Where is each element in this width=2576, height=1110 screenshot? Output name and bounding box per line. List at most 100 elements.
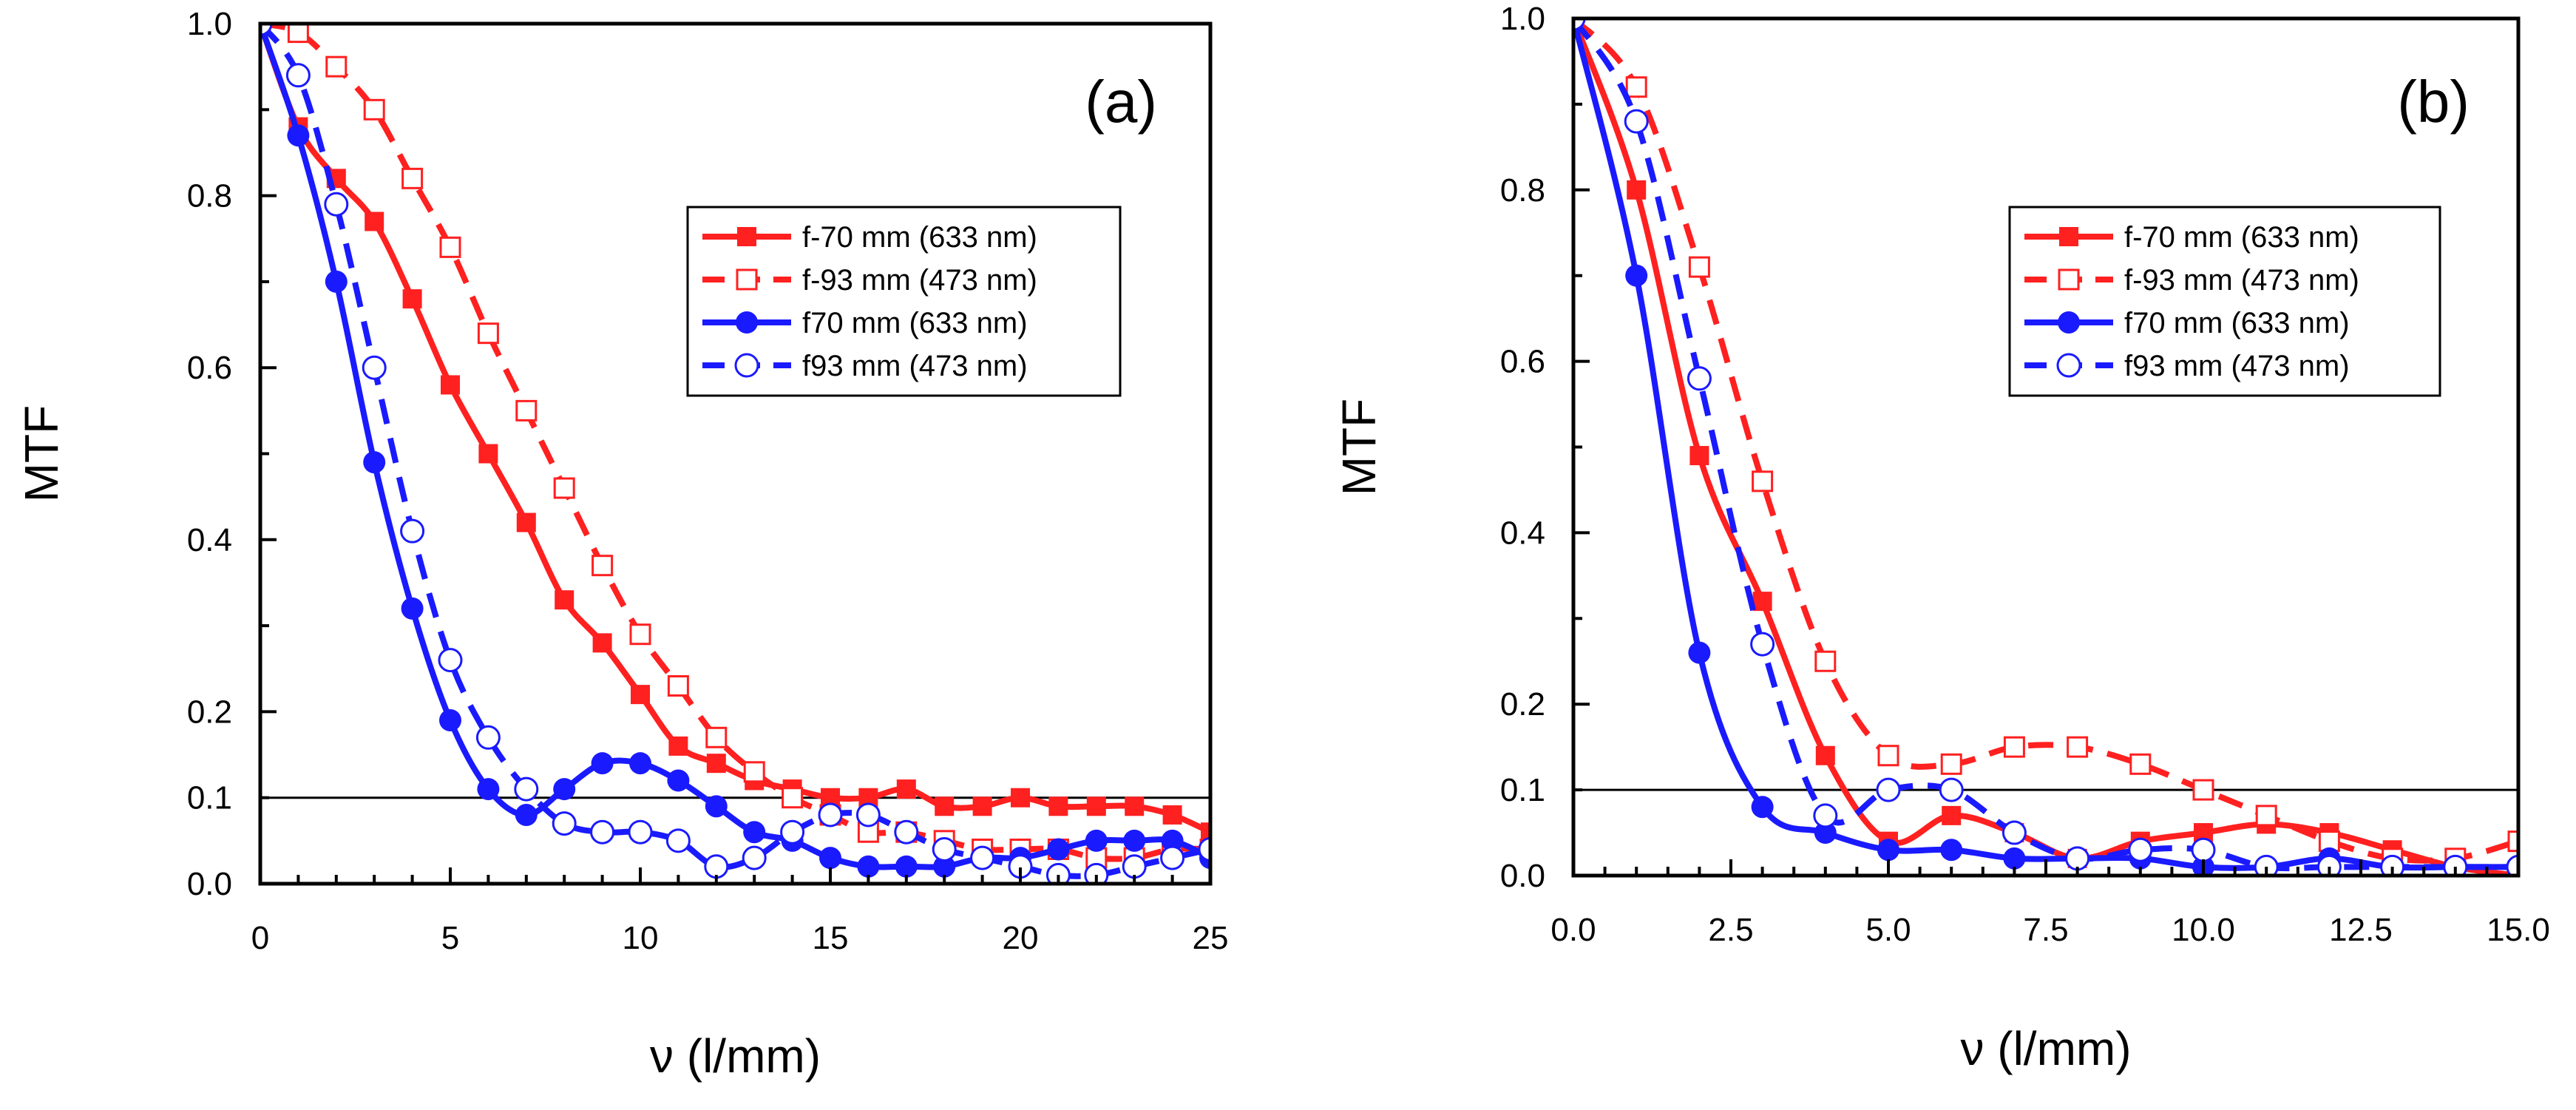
legend-entry: f-70 mm (633 nm) xyxy=(702,221,1037,254)
data-point xyxy=(1125,796,1145,816)
data-point xyxy=(1573,18,1586,31)
data-point xyxy=(553,477,575,499)
data-point xyxy=(324,192,349,217)
data-point xyxy=(401,167,424,189)
data-point xyxy=(1815,745,1835,765)
data-point xyxy=(742,845,767,870)
x-axis-label: ν (l/mm) xyxy=(650,1029,821,1083)
data-point xyxy=(287,124,310,147)
data-point xyxy=(665,828,691,853)
x-tick-label: 12.5 xyxy=(2329,912,2393,948)
data-point xyxy=(1752,592,1772,612)
data-point xyxy=(668,736,688,756)
data-point xyxy=(782,787,804,809)
data-point xyxy=(780,819,805,845)
data-point xyxy=(2128,837,2153,862)
legend-swatch-marker xyxy=(737,227,756,246)
data-point xyxy=(516,512,536,532)
data-point xyxy=(933,855,956,878)
data-point xyxy=(1045,862,1071,884)
data-point xyxy=(743,761,765,783)
data-point xyxy=(2380,854,2405,876)
data-point xyxy=(2129,753,2152,775)
data-point xyxy=(1940,839,1963,862)
data-point xyxy=(400,518,425,544)
legend-swatch-marker xyxy=(2058,268,2080,291)
data-point xyxy=(2316,854,2342,876)
legend-swatch-marker xyxy=(736,268,758,291)
x-tick-label: 5 xyxy=(441,920,459,956)
data-point xyxy=(857,855,880,878)
data-point xyxy=(2254,854,2279,876)
x-tick-label: 0.0 xyxy=(1550,912,1596,948)
series-line xyxy=(260,24,1210,862)
data-point xyxy=(2255,805,2277,827)
data-point xyxy=(935,796,955,816)
data-point xyxy=(2443,854,2468,876)
series-2 xyxy=(260,24,1210,869)
series-1 xyxy=(1573,18,2518,876)
legend-entry: f93 mm (473 nm) xyxy=(702,350,1028,382)
data-point xyxy=(855,802,881,828)
data-point xyxy=(1085,829,1108,852)
data-point xyxy=(553,778,576,801)
data-point xyxy=(704,854,729,879)
y-tick-label: 0.6 xyxy=(187,350,232,386)
data-point xyxy=(667,769,690,792)
data-point xyxy=(365,211,384,231)
data-point xyxy=(1047,838,1070,861)
y-tick-label: 0.8 xyxy=(187,178,232,214)
data-point xyxy=(705,726,728,748)
data-point xyxy=(629,752,651,775)
data-point xyxy=(1813,803,1838,828)
data-point xyxy=(818,802,843,828)
data-point xyxy=(1011,788,1030,808)
y-tick-label: 0.4 xyxy=(1500,515,1545,551)
data-point xyxy=(1751,796,1774,819)
legend-entry: f-70 mm (633 nm) xyxy=(2024,221,2359,254)
data-point xyxy=(667,675,689,697)
legend-entry: f-93 mm (473 nm) xyxy=(702,264,1037,297)
data-point xyxy=(2065,846,2090,871)
data-point xyxy=(363,98,385,121)
data-point xyxy=(592,555,614,577)
data-point xyxy=(819,847,841,870)
data-point xyxy=(2191,837,2216,862)
data-point xyxy=(552,811,577,836)
data-point xyxy=(1048,796,1068,816)
data-point xyxy=(439,709,461,732)
chart-panel-a: 0 5 10 15 20 25 0.0 0.1 0.2 0.4 0.6 0.8 1.0 ν (l/mm) M… xyxy=(15,6,1228,1083)
data-point xyxy=(514,776,539,802)
legend-swatch-marker xyxy=(2056,353,2081,378)
y-tick-label: 0.2 xyxy=(187,694,232,730)
chart-panel-b: 0.0 2.5 5.0 7.5 10.0 12.5 15.0 0.0 0.1 0.2 0.4 0.6 0… xyxy=(1332,1,2550,1075)
data-point xyxy=(1625,76,1647,98)
data-point xyxy=(478,444,498,464)
series-line xyxy=(260,24,1210,870)
data-point xyxy=(1627,180,1647,200)
y-tick-label: 0.8 xyxy=(1500,172,1545,209)
data-point xyxy=(1198,836,1210,862)
data-point xyxy=(260,24,273,36)
data-point xyxy=(1123,829,1146,852)
legend-swatch-marker xyxy=(2059,227,2078,246)
series-line xyxy=(260,24,1210,879)
series-2 xyxy=(1573,18,2518,870)
legend-label: f70 mm (633 nm) xyxy=(802,307,1028,339)
legend-label: f-93 mm (473 nm) xyxy=(802,264,1037,297)
data-point xyxy=(1689,446,1709,466)
x-tick-label: 10 xyxy=(623,920,659,956)
y-tick-label: 1.0 xyxy=(187,6,232,42)
data-point xyxy=(972,796,992,816)
data-point xyxy=(1877,745,1899,767)
data-point xyxy=(592,633,612,653)
y-axis-label: MTF xyxy=(15,405,68,503)
legend: f-70 mm (633 nm) f-93 mm (473 nm) f70 mm (… xyxy=(686,206,1122,397)
x-tick-label: 25 xyxy=(1193,920,1229,956)
data-point xyxy=(1814,650,1837,672)
data-point xyxy=(894,819,919,845)
data-point xyxy=(475,725,501,750)
data-point xyxy=(2506,854,2518,876)
x-tick-label: 20 xyxy=(1003,920,1039,956)
